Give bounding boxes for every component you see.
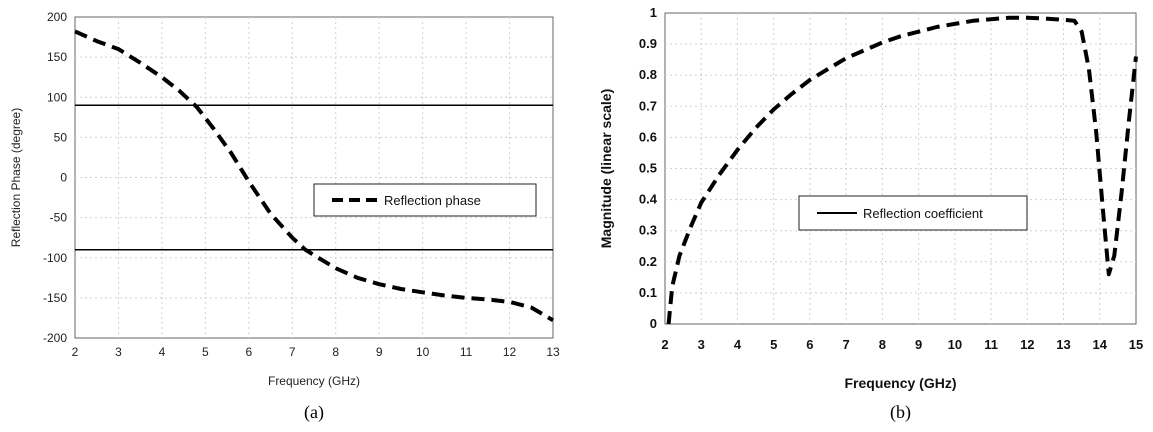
y-tick-label: 1 xyxy=(650,5,657,20)
chart-b-magnitude: 2 3 4 5 6 7 8 9 10 11 12 13 14 15 1 0.9 0.8 0.7 0.6 0.5 0.4… xyxy=(598,5,1143,423)
x-tick-label: 6 xyxy=(806,337,813,352)
y-tick-label: -150 xyxy=(43,291,67,305)
chart-a-y-axis-label: Reflection Phase (degree) xyxy=(9,108,23,247)
x-tick-label: 9 xyxy=(915,337,922,352)
y-tick-label: 150 xyxy=(47,50,67,64)
y-tick-label: -50 xyxy=(50,211,68,225)
y-tick-label: -100 xyxy=(43,251,67,265)
chart-b-x-ticks: 2 3 4 5 6 7 8 9 10 11 12 13 14 15 xyxy=(661,337,1143,352)
chart-a-y-ticks: 200 150 100 50 0 -50 -100 -150 -200 xyxy=(43,10,67,345)
chart-b-legend-label: Reflection coefficient xyxy=(863,206,983,221)
chart-b-y-ticks: 1 0.9 0.8 0.7 0.6 0.5 0.4 0.3 0.2 0.1 0 xyxy=(639,5,658,331)
y-tick-label: 0.2 xyxy=(639,254,657,269)
x-tick-label: 13 xyxy=(546,345,560,359)
x-tick-label: 5 xyxy=(770,337,777,352)
x-tick-label: 11 xyxy=(460,345,473,359)
y-tick-label: 0 xyxy=(60,171,67,185)
x-tick-label: 12 xyxy=(1020,337,1034,352)
x-tick-label: 7 xyxy=(843,337,850,352)
chart-b-y-axis-label: Magnitude (linear scale) xyxy=(598,89,614,248)
x-tick-label: 10 xyxy=(948,337,962,352)
x-tick-label: 7 xyxy=(289,345,296,359)
y-tick-label: 0.3 xyxy=(639,223,657,238)
chart-a-grid xyxy=(75,17,553,338)
x-tick-label: 3 xyxy=(698,337,705,352)
y-tick-label: 200 xyxy=(47,10,67,24)
y-tick-label: 0.7 xyxy=(639,98,657,113)
chart-a-x-ticks: 2 3 4 5 6 7 8 9 10 11 12 13 xyxy=(72,345,560,359)
y-tick-label: 0 xyxy=(650,316,657,331)
x-tick-label: 3 xyxy=(115,345,122,359)
chart-a-legend-box xyxy=(313,183,537,217)
chart-b-series xyxy=(666,15,1138,325)
x-tick-label: 9 xyxy=(376,345,383,359)
x-tick-label: 15 xyxy=(1129,337,1143,352)
y-tick-label: 0.4 xyxy=(639,192,658,207)
x-tick-label: 13 xyxy=(1056,337,1070,352)
chart-a-legend: Reflection phase xyxy=(313,183,537,217)
y-tick-label: 0.5 xyxy=(639,161,657,176)
series-line xyxy=(74,29,555,323)
y-tick-label: 0.6 xyxy=(639,129,657,144)
x-tick-label: 8 xyxy=(332,345,339,359)
x-tick-label: 5 xyxy=(202,345,209,359)
chart-b-legend: Reflection coefficient xyxy=(798,195,1028,231)
chart-a-x-axis-label: Frequency (GHz) xyxy=(268,374,360,388)
chart-a-reference-lines xyxy=(75,104,553,251)
chart-a-panel-label: (a) xyxy=(304,402,324,423)
chart-a-legend-label: Reflection phase xyxy=(384,193,481,208)
x-tick-label: 8 xyxy=(879,337,886,352)
y-tick-label: 0.9 xyxy=(639,36,657,51)
y-tick-label: 50 xyxy=(54,130,68,144)
x-tick-label: 6 xyxy=(245,345,252,359)
y-tick-label: 0.1 xyxy=(639,285,657,300)
x-tick-label: 2 xyxy=(661,337,668,352)
y-tick-label: -200 xyxy=(43,331,67,345)
chart-b-panel-label: (b) xyxy=(890,402,911,423)
x-tick-label: 10 xyxy=(416,345,430,359)
x-tick-label: 14 xyxy=(1093,337,1108,352)
x-tick-label: 2 xyxy=(72,345,79,359)
chart-a-reflection-phase: 2 3 4 5 6 7 8 9 10 11 12 13 200 150 100 50 0 -50 -100 -150… xyxy=(9,10,560,423)
chart-a-series xyxy=(74,29,555,323)
x-tick-label: 11 xyxy=(984,337,998,352)
y-tick-label: 0.8 xyxy=(639,67,657,82)
x-tick-label: 4 xyxy=(159,345,166,359)
y-tick-label: 100 xyxy=(47,90,67,104)
series-line xyxy=(666,15,1138,325)
x-tick-label: 4 xyxy=(734,337,742,352)
x-tick-label: 12 xyxy=(503,345,517,359)
chart-b-x-axis-label: Frequency (GHz) xyxy=(844,375,956,391)
